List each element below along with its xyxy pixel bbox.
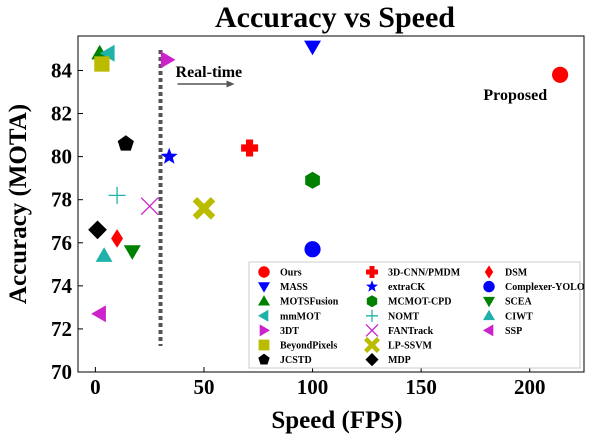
point-nomt: [108, 186, 126, 204]
point-ciwt: [95, 247, 113, 262]
legend-label: BeyondPixels: [280, 341, 337, 352]
y-tick-label: 84: [51, 58, 73, 82]
x-tick-label: 50: [193, 375, 214, 399]
point-mmmot: [99, 44, 115, 62]
y-tick-label: 74: [51, 274, 73, 298]
point-mcmot-cpd: [305, 171, 320, 189]
point-ours: [552, 66, 569, 83]
x-tick-label: 100: [297, 375, 329, 399]
legend-label: mmMOT: [280, 311, 321, 322]
legend-marker-complexer-yolo: [483, 280, 495, 293]
point-complexer-yolo: [304, 241, 321, 258]
x-tick-label: 200: [514, 375, 546, 399]
point-fantrack: [140, 197, 159, 216]
legend-marker-beyondpixels: [258, 339, 270, 351]
realtime-label: Real-time: [176, 64, 243, 81]
x-tick-label: 0: [90, 375, 101, 399]
legend-marker-mass: [258, 282, 270, 293]
legend-marker-ciwt: [483, 309, 495, 321]
legend-marker-dsm: [484, 265, 494, 279]
point-motsfusion: [91, 44, 109, 60]
y-axis-label: Accuracy (MOTA): [5, 104, 32, 304]
y-tick-label: 80: [51, 145, 72, 169]
point-beyondpixels: [94, 56, 110, 72]
point-mdp: [88, 220, 107, 240]
point-3dt: [160, 51, 176, 69]
y-axis: 70 72 74 76 78 80 82 84: [51, 58, 83, 384]
point-ssp: [91, 305, 106, 323]
legend-label: MDP: [388, 355, 411, 366]
point-scea: [123, 245, 141, 260]
legend-label: 3DT: [280, 326, 299, 337]
y-tick-label: 76: [51, 231, 72, 255]
legend-label: Complexer-YOLO: [505, 282, 585, 293]
legend-label: MASS: [280, 282, 308, 293]
legend: Ours MASS MOTSFusion mmMOT 3DT BeyondPixels JC…: [248, 261, 585, 369]
point-mass: [304, 40, 321, 56]
y-tick-label: 70: [51, 360, 72, 384]
legend-label: SSP: [505, 326, 522, 337]
legend-marker-motsfusion: [258, 295, 270, 306]
legend-label: LP-SSVM: [388, 341, 432, 352]
legend-marker-extrack: [366, 280, 378, 292]
x-tick-label: 150: [405, 375, 437, 399]
x-axis: 0 50 100 150 200: [90, 367, 545, 399]
legend-label: FANTrack: [388, 326, 434, 337]
legend-marker-ssp: [483, 324, 494, 337]
chart-title: Accuracy vs Speed: [215, 1, 455, 34]
legend-label: extraCK: [388, 282, 425, 293]
point-lp-ssvm: [192, 197, 216, 220]
realtime-arrowhead: [226, 80, 235, 88]
legend-box: [248, 261, 581, 369]
point-dsm: [111, 229, 123, 248]
x-axis-label: Speed (FPS): [271, 407, 402, 434]
point-jcstd: [117, 135, 134, 151]
legend-marker-mcmot-cpd: [366, 295, 378, 308]
y-tick-label: 82: [51, 102, 72, 126]
legend-marker-mdp: [365, 353, 379, 367]
proposed-annotation: Proposed: [483, 87, 547, 104]
point-extrack: [160, 147, 178, 164]
legend-marker-3d-cnn-pmdm: [366, 266, 378, 278]
data-points: [88, 40, 569, 323]
legend-marker-3dt: [259, 324, 270, 337]
plot-frame: [77, 35, 585, 373]
legend-marker-jcstd: [258, 353, 270, 365]
legend-label: DSM: [505, 268, 528, 279]
point-3d-cnn-pmdm: [241, 139, 259, 157]
y-tick-label: 72: [51, 317, 72, 341]
legend-label: MOTSFusion: [280, 297, 339, 308]
legend-marker-ours: [258, 266, 270, 278]
legend-marker-scea: [483, 296, 495, 308]
legend-marker-nomt: [366, 309, 378, 322]
legend-label: JCSTD: [280, 355, 312, 366]
legend-label: SCEA: [505, 297, 532, 308]
legend-marker-fantrack: [365, 323, 379, 337]
legend-marker-lp-ssvm: [364, 337, 380, 353]
y-tick-label: 78: [51, 188, 72, 212]
legend-label: 3D-CNN/PMDM: [388, 268, 461, 279]
legend-label: NOMT: [388, 311, 419, 322]
legend-label: Ours: [280, 268, 302, 279]
legend-marker-mmmot: [258, 309, 269, 322]
legend-label: CIWT: [505, 311, 533, 322]
legend-label: MCMOT-CPD: [388, 297, 452, 308]
